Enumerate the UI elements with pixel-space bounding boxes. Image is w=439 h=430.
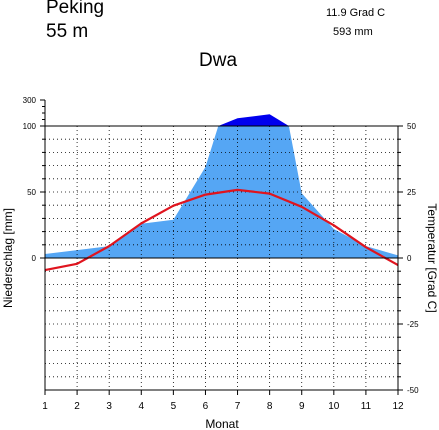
mean-temperature: 11.9 Grad C [326,7,386,19]
station-elevation: 55 m [46,21,89,42]
y-axis-label-right: Temperatur [Grad C] [425,203,439,312]
x-tick-label: 9 [299,401,305,412]
precipitation-layer [45,114,398,258]
x-tick-label: 2 [74,401,80,412]
temp-tick-label: 25 [407,188,416,197]
annual-precipitation: 593 mm [333,26,373,38]
x-tick-label: 11 [361,401,372,412]
precip-tick-label: 50 [27,188,36,197]
climate-class: Dwa [199,50,238,71]
temp-tick-label: -50 [407,386,419,395]
x-tick-label: 12 [392,401,404,412]
x-tick-label: 6 [203,401,209,412]
label-layer: Monat Niederschlag [mm] Temperatur [Grad… [1,203,439,430]
precip-tick-label: 100 [23,122,37,131]
precip-tick-label: 0 [32,254,37,263]
temp-tick-label: -25 [407,320,419,329]
x-tick-label: 3 [106,401,112,412]
x-tick-label: 4 [138,401,144,412]
x-tick-label: 1 [42,401,48,412]
temp-tick-label: 50 [407,122,416,131]
x-tick-label: 7 [235,401,241,412]
station-name: Peking [46,0,105,18]
y-axis-label-left: Niederschlag [mm] [1,208,15,308]
temperature-line [44,188,399,272]
x-tick-label: 5 [171,401,177,412]
x-axis-label: Monat [205,417,239,430]
precipitation-extended-area [218,114,289,126]
x-tick-label: 10 [328,401,340,412]
precip-tick-label: 300 [23,96,37,105]
x-tick-label: 8 [267,401,273,412]
temp-tick-label: 0 [407,254,412,263]
